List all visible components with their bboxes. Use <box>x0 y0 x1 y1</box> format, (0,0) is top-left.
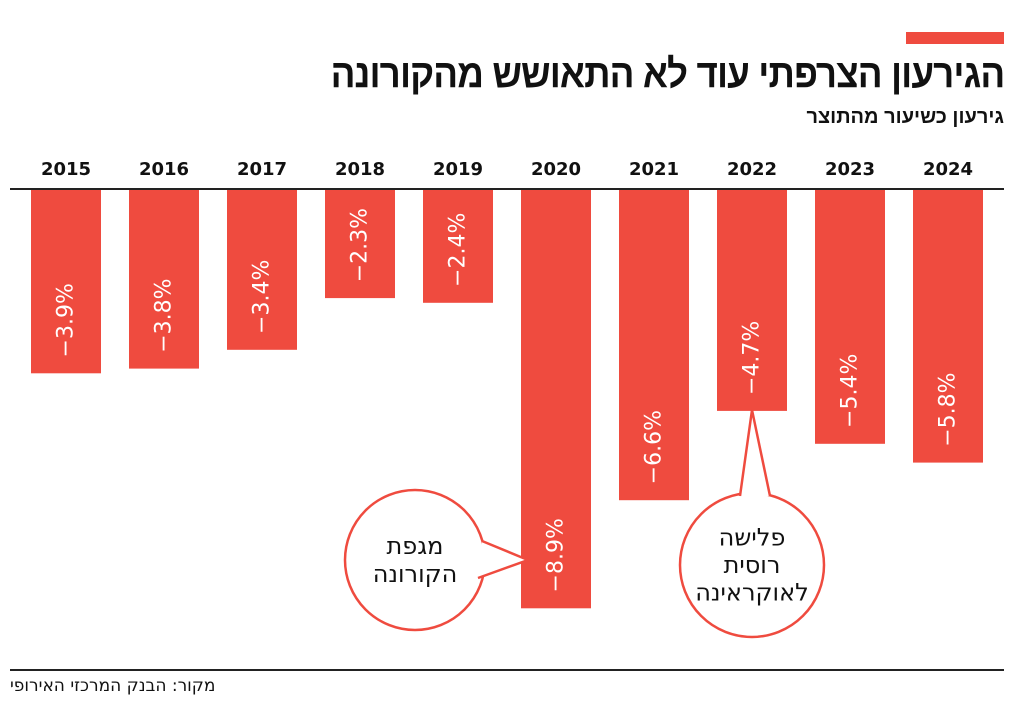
callout-pandemic-text: מגפת <box>387 532 444 560</box>
data-label-2019: −2.4% <box>446 213 471 287</box>
data-label-2020: −8.9% <box>544 518 569 592</box>
data-label-2023: −5.4% <box>838 354 863 428</box>
bar-2021 <box>619 190 689 501</box>
bar-2024 <box>913 190 983 463</box>
data-label-2015: −3.9% <box>54 283 79 357</box>
bar-2017 <box>227 190 297 350</box>
data-label-2024: −5.8% <box>936 372 961 446</box>
bar-2022 <box>717 190 787 411</box>
bar-2018 <box>325 190 395 299</box>
callout-ukraine-text: רוסית <box>724 551 781 579</box>
source-note: מקור: הבנק המרכזי האירופי <box>10 676 216 696</box>
data-label-2022: −4.7% <box>740 321 765 395</box>
bar-2019 <box>423 190 493 303</box>
year-label-2020: 2020 <box>531 159 581 180</box>
callout-ukraine-text: לאוקראינה <box>695 579 809 607</box>
callout-pandemic-text: הקורונה <box>373 560 458 588</box>
bar-2016 <box>129 190 199 369</box>
bar-2023 <box>815 190 885 444</box>
year-label-2021: 2021 <box>629 159 679 180</box>
year-label-2015: 2015 <box>41 159 91 180</box>
year-label-2016: 2016 <box>139 159 189 180</box>
chart-subtitle: גירעון כשיעור מהתוצר <box>806 106 1004 128</box>
year-label-2022: 2022 <box>727 159 777 180</box>
year-label-2018: 2018 <box>335 159 385 180</box>
year-label-2019: 2019 <box>433 159 483 180</box>
year-label-2024: 2024 <box>923 159 973 180</box>
bar-2015 <box>31 190 101 374</box>
data-label-2016: −3.8% <box>152 278 177 352</box>
callout-pandemic-pointer <box>477 539 532 580</box>
chart-title: הגירעון הצרפתי עוד לא התאושש מהקורונה <box>330 52 1005 96</box>
bar-2020 <box>521 190 591 609</box>
callout-ukraine-text: פלישה <box>719 523 786 551</box>
callout-ukraine-pointer <box>738 409 772 497</box>
data-label-2017: −3.4% <box>250 260 275 334</box>
data-label-2021: −6.6% <box>642 410 667 484</box>
year-label-2023: 2023 <box>825 159 875 180</box>
data-label-2018: −2.3% <box>348 208 373 282</box>
accent-bar <box>906 32 1004 44</box>
year-label-2017: 2017 <box>237 159 287 180</box>
